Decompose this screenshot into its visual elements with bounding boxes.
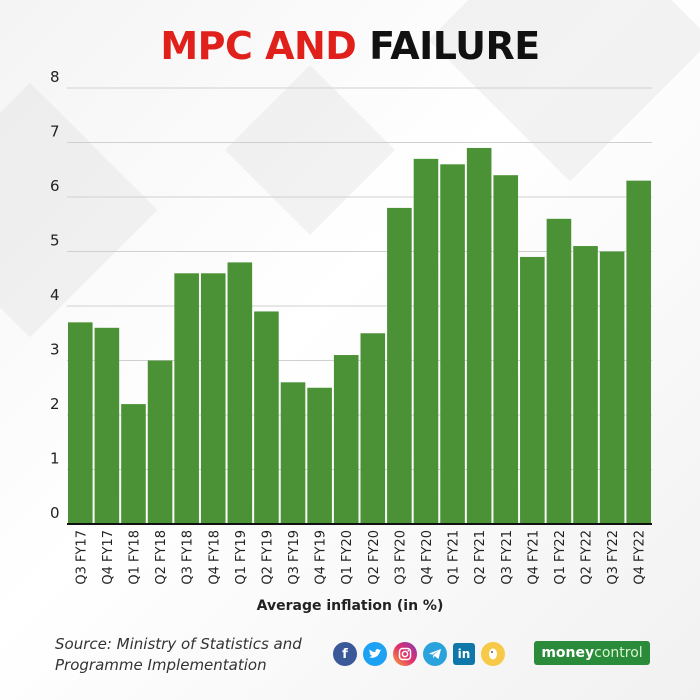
bar-q3-fy19 — [280, 382, 306, 524]
bar-q3-fy20 — [387, 207, 412, 524]
telegram-icon[interactable] — [423, 642, 447, 666]
source-line-2: Programme Implementation — [55, 656, 267, 674]
x-tick-label: Q2 FY22 — [580, 530, 595, 585]
social-icons: f in — [333, 640, 505, 668]
x-tick-label: Q4 FY21 — [526, 530, 541, 585]
x-tick-label: Q2 FY20 — [367, 530, 382, 585]
y-axis-ticks: 0 1 2 3 4 5 6 7 8 — [50, 68, 60, 522]
brand-logo-part1: money — [541, 645, 595, 661]
facebook-icon[interactable]: f — [333, 642, 357, 666]
bar-q4-fy18 — [200, 273, 226, 524]
x-tick-label: Q1 FY18 — [127, 530, 142, 585]
y-tick-label: 8 — [50, 68, 60, 86]
instagram-icon[interactable] — [393, 642, 417, 666]
bar-q2-fy20 — [360, 333, 386, 524]
bar-q2-fy19 — [254, 311, 279, 524]
bar-q1-fy20 — [333, 355, 359, 524]
x-tick-label: Q1 FY21 — [447, 530, 462, 585]
x-tick-label: Q1 FY22 — [553, 530, 568, 585]
x-tick-label: Q2 FY21 — [473, 530, 488, 585]
title-part-red: MPC AND — [160, 24, 357, 68]
bar-q3-fy21 — [493, 175, 519, 524]
bar-q2-fy22 — [573, 246, 598, 525]
bar-q3-fy18 — [174, 273, 199, 524]
x-tick-label: Q1 FY19 — [234, 530, 249, 585]
x-tick-label: Q3 FY20 — [393, 530, 408, 585]
x-tick-label: Q4 FY18 — [207, 530, 222, 585]
x-tick-label: Q4 FY17 — [101, 530, 116, 585]
y-tick-label: 3 — [50, 341, 60, 359]
bar-q1-fy22 — [546, 218, 572, 525]
y-tick-label: 1 — [50, 450, 60, 468]
x-tick-label: Q4 FY19 — [314, 530, 329, 585]
source-note: Source: Ministry of Statistics and Progr… — [55, 634, 325, 676]
bar-q1-fy18 — [121, 404, 146, 524]
source-line-1: Source: Ministry of Statistics and — [55, 635, 302, 653]
y-tick-label: 7 — [50, 123, 60, 141]
bar-q4-fy17 — [94, 327, 120, 524]
bar-q3-fy17 — [68, 322, 93, 524]
y-tick-label: 4 — [50, 286, 60, 304]
twitter-icon[interactable] — [363, 642, 387, 666]
bar-q2-fy21 — [466, 147, 492, 524]
x-axis-label: Average inflation (in %) — [256, 598, 444, 614]
bar-q4-fy20 — [413, 158, 439, 524]
x-tick-label: Q3 FY17 — [74, 530, 89, 585]
brand-logo[interactable]: money control — [534, 641, 650, 665]
x-tick-label: Q1 FY20 — [340, 530, 355, 585]
bar-q1-fy19 — [227, 262, 253, 524]
bar-q3-fy22 — [599, 251, 625, 524]
y-tick-label: 0 — [50, 504, 60, 522]
x-tick-label: Q3 FY21 — [500, 530, 515, 585]
koo-icon[interactable] — [481, 642, 505, 666]
x-tick-label: Q2 FY18 — [154, 530, 169, 585]
x-tick-label: Q3 FY18 — [181, 530, 196, 585]
bar-q2-fy18 — [147, 360, 173, 524]
bar-q1-fy21 — [440, 164, 465, 525]
bars — [68, 147, 651, 525]
bar-q4-fy21 — [520, 256, 545, 524]
bar-q4-fy22 — [626, 180, 651, 524]
y-tick-label: 2 — [50, 395, 60, 413]
chart-title: MPC AND FAILURE — [0, 24, 700, 68]
x-axis-ticks: Q3 FY17 Q4 FY17 Q1 FY18 Q2 FY18 Q3 FY18 Q4 FY… — [74, 530, 647, 585]
x-tick-label: Q4 FY20 — [420, 530, 435, 585]
title-part-black: FAILURE — [369, 24, 540, 68]
x-tick-label: Q3 FY22 — [606, 530, 621, 585]
y-tick-label: 5 — [50, 232, 60, 250]
linkedin-icon[interactable]: in — [453, 643, 475, 665]
x-tick-label: Q4 FY22 — [633, 530, 648, 585]
brand-logo-part2: control — [594, 645, 643, 661]
x-tick-label: Q3 FY19 — [287, 530, 302, 585]
x-tick-label: Q2 FY19 — [260, 530, 275, 585]
y-tick-label: 6 — [50, 177, 60, 195]
bar-q4-fy19 — [307, 387, 332, 524]
